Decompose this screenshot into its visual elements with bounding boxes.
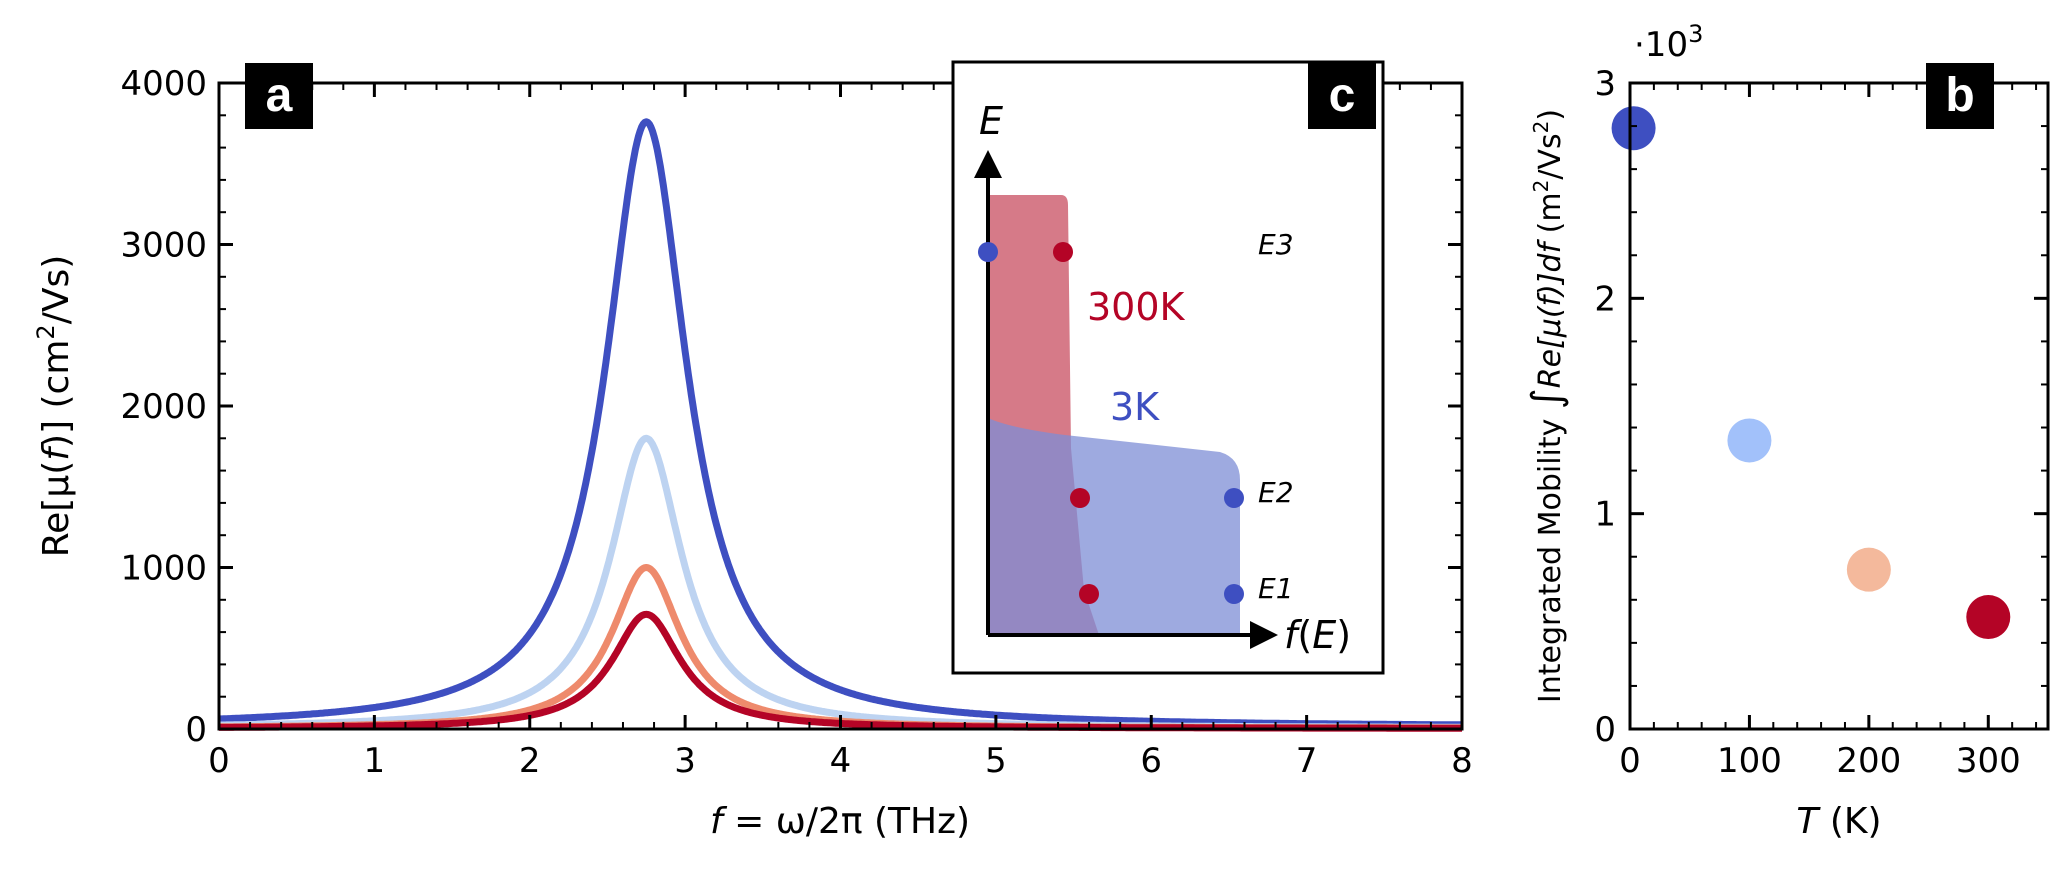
e1-point-300k (1079, 584, 1099, 604)
label-3k: 3K (1110, 385, 1160, 429)
panel-b-multiplier: ·103 (1634, 20, 1703, 65)
panel-b-xtick-label: 200 (1836, 741, 1901, 781)
panel-a-ytick-label: 0 (185, 710, 207, 750)
e-axis-label: E (979, 99, 1003, 143)
e2-label: E2 (1258, 476, 1294, 509)
panel-a-xlabel: f = ω/2π (THz) (710, 801, 970, 842)
panel-a-ylabel: Re[μ(f)] (cm2/Vs) (32, 255, 77, 558)
panel-b-ytick-label: 3 (1594, 64, 1616, 104)
panel-a-xtick-label: 2 (519, 741, 541, 781)
panel-a-xtick-label: 3 (674, 741, 696, 781)
panel-b-points (1611, 106, 2011, 640)
label-300k: 300K (1087, 285, 1186, 329)
e2-point-300k (1070, 488, 1090, 508)
panel-a-ytick-label: 4000 (120, 64, 207, 104)
panel-b-point-2 (1846, 547, 1891, 592)
panel-a-ytick-label: 1000 (120, 549, 207, 589)
panel-b-tag: b (1945, 69, 1974, 122)
panel-a-xtick-label: 0 (208, 741, 230, 781)
panel-a-ytick-label: 3000 (120, 226, 207, 266)
panel-b-xtick-label: 300 (1956, 741, 2021, 781)
panel-a-xtick-label: 1 (364, 741, 386, 781)
e1-point-3k (1224, 584, 1244, 604)
panel-b-tag-box (1926, 63, 1994, 129)
e3-point-3k (978, 242, 998, 262)
panel-b-xtick-label: 100 (1717, 741, 1782, 781)
panel-c-tag: c (1329, 69, 1356, 122)
panel-a-xtick-label: 5 (985, 741, 1007, 781)
panel-c: E f(E) 300K 3K E3 E2 E1 c (951, 60, 1385, 675)
panel-c-tag-box (1308, 63, 1376, 129)
panel-a-xtick-label: 6 (1140, 741, 1162, 781)
panel-a-tag: a (266, 69, 293, 122)
f-axis-label: f(E) (1284, 613, 1351, 657)
f-axis-arrow (1250, 621, 1278, 649)
e-axis-arrow (974, 150, 1002, 178)
panel-a-xtick-label: 7 (1296, 741, 1318, 781)
panel-b-point-1 (1727, 418, 1772, 463)
e3-point-300k (1053, 242, 1073, 262)
panel-b-ytick-label: 1 (1594, 495, 1616, 535)
e2-point-3k (1224, 488, 1244, 508)
panel-b-point-0 (1611, 106, 1656, 151)
panel-b-ylabel: Integrated Mobility ∫Re[μ(f)]df (m2/Vs2) (1524, 109, 1570, 703)
panel-a-ytick-label: 2000 (120, 387, 207, 427)
panel-a-xtick-label: 4 (830, 741, 852, 781)
panel-b-xlabel: T (K) (1796, 801, 1881, 842)
panel-b-ytick-label: 0 (1594, 710, 1616, 750)
panel-b-ytick-label: 2 (1594, 279, 1616, 319)
panel-a-frame (217, 81, 1464, 731)
panel-b-frame (1628, 81, 2050, 731)
panel-b-point-3 (1966, 595, 2011, 640)
panel-b: 0 100 200 300 0 1 2 3 b ·103 T (K) Integrated M… (1524, 20, 2050, 842)
panel-a-tag-box (245, 63, 313, 129)
panel-a-series-line-0 (217, 118, 1464, 729)
panel-a: 0 1 2 3 4 5 6 7 8 0 1000 2000 3000 4000 a f = ω/2π (T… (32, 63, 1473, 842)
dist-3k-fill (988, 418, 1240, 635)
panel-b-ticks: 0 100 200 300 0 1 2 3 (1594, 64, 2048, 781)
panel-b-xtick-label: 0 (1619, 741, 1641, 781)
e3-label: E3 (1258, 228, 1294, 261)
panel-a-xtick-label: 8 (1451, 741, 1473, 781)
e1-label: E1 (1258, 572, 1294, 605)
